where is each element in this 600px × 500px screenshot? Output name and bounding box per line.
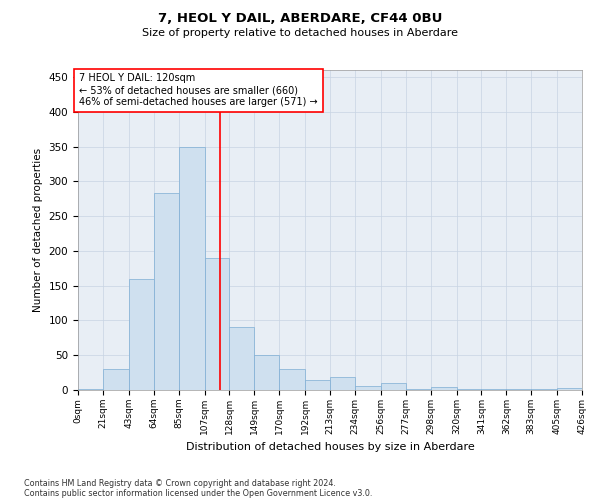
Text: Contains public sector information licensed under the Open Government Licence v3: Contains public sector information licen… — [24, 488, 373, 498]
Bar — [205, 258, 229, 390]
Bar — [381, 383, 406, 390]
Bar — [305, 380, 330, 390]
Bar — [557, 388, 582, 390]
Bar — [78, 388, 103, 390]
Bar — [355, 386, 381, 390]
Text: Contains HM Land Registry data © Crown copyright and database right 2024.: Contains HM Land Registry data © Crown c… — [24, 478, 336, 488]
Bar — [103, 369, 129, 390]
Y-axis label: Number of detached properties: Number of detached properties — [33, 148, 43, 312]
Text: 7 HEOL Y DAIL: 120sqm
← 53% of detached houses are smaller (660)
46% of semi-det: 7 HEOL Y DAIL: 120sqm ← 53% of detached … — [79, 74, 318, 106]
Bar — [129, 278, 154, 390]
Text: 7, HEOL Y DAIL, ABERDARE, CF44 0BU: 7, HEOL Y DAIL, ABERDARE, CF44 0BU — [158, 12, 442, 26]
Bar — [179, 146, 205, 390]
X-axis label: Distribution of detached houses by size in Aberdare: Distribution of detached houses by size … — [185, 442, 475, 452]
Bar — [279, 369, 305, 390]
Text: Size of property relative to detached houses in Aberdare: Size of property relative to detached ho… — [142, 28, 458, 38]
Bar — [229, 328, 254, 390]
Bar — [330, 377, 355, 390]
Bar — [431, 386, 457, 390]
Bar — [154, 193, 179, 390]
Bar — [254, 355, 279, 390]
